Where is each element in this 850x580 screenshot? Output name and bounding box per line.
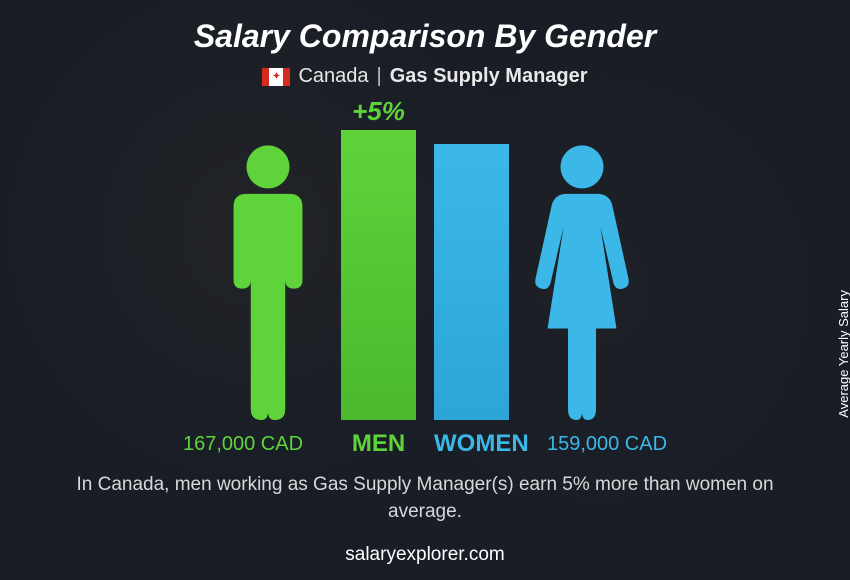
- description-text: In Canada, men working as Gas Supply Man…: [65, 472, 785, 525]
- man-icon: [213, 140, 323, 420]
- women-salary-label: 159,000 CAD: [527, 433, 687, 456]
- footer-source: salaryexplorer.com: [345, 544, 504, 566]
- women-bar: [434, 144, 509, 420]
- men-salary-label: 167,000 CAD: [163, 433, 323, 456]
- woman-icon: [527, 140, 637, 420]
- job-title-label: Gas Supply Manager: [390, 65, 588, 88]
- canada-flag-icon: ✦: [262, 68, 290, 86]
- women-label: WOMEN: [434, 430, 509, 458]
- percent-diff-label: +5%: [352, 96, 405, 127]
- chart-area: +5%: [213, 110, 637, 420]
- men-label: MEN: [341, 430, 416, 458]
- subtitle-row: ✦ Canada | Gas Supply Manager: [262, 65, 587, 88]
- infographic-container: Salary Comparison By Gender ✦ Canada | G…: [0, 0, 850, 580]
- labels-row: 167,000 CAD MEN WOMEN 159,000 CAD: [0, 430, 850, 458]
- page-title: Salary Comparison By Gender: [194, 18, 656, 55]
- country-label: Canada: [298, 65, 368, 88]
- men-bar: +5%: [341, 130, 416, 420]
- separator: |: [377, 65, 382, 88]
- y-axis-label: Average Yearly Salary: [837, 290, 850, 418]
